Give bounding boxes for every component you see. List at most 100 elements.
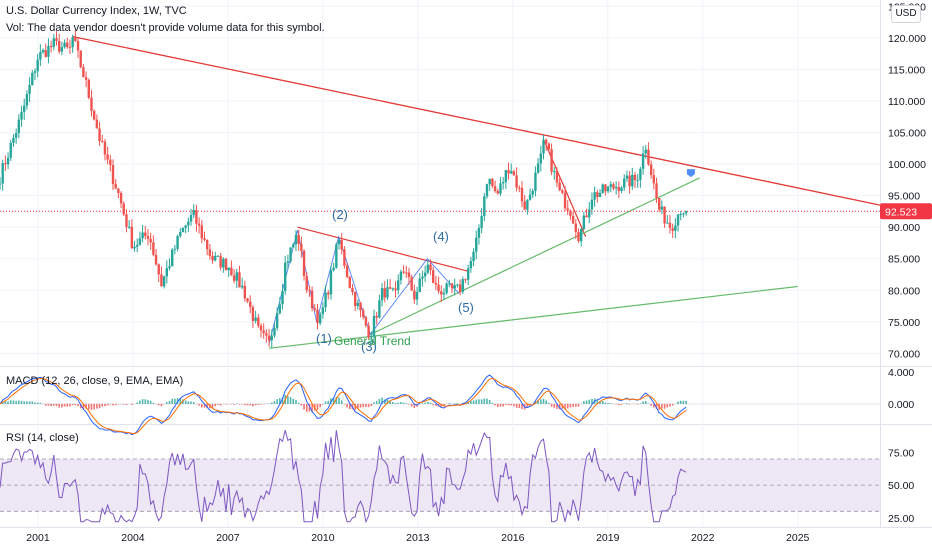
- candle-body: [526, 199, 529, 210]
- candle-body: [238, 272, 241, 288]
- candle-body: [173, 248, 177, 250]
- macd-histogram-bar: [671, 403, 674, 406]
- macd-legend[interactable]: MACD (12, 26, close, 9, EMA, EMA): [6, 375, 184, 387]
- macd-histogram-bar: [44, 403, 47, 406]
- macd-histogram-bar: [553, 403, 556, 408]
- macd-line: [0, 374, 687, 436]
- candle-body: [649, 164, 653, 176]
- candle-body: [332, 267, 335, 271]
- macd-histogram-bar: [114, 403, 117, 406]
- candle-body: [345, 265, 349, 278]
- macd-histogram-bar: [340, 400, 343, 404]
- candle-body: [270, 335, 273, 341]
- candle-body: [504, 170, 508, 183]
- macd-histogram-bar: [394, 403, 397, 404]
- candle-body: [87, 79, 90, 98]
- macd-histogram-bar: [295, 399, 297, 404]
- macd-histogram-bar: [311, 403, 313, 412]
- macd-histogram-bar: [620, 403, 623, 405]
- candle-body: [39, 52, 42, 60]
- macd-histogram-bar: [87, 403, 90, 410]
- macd-histogram-bar: [254, 403, 257, 406]
- candle-body: [259, 325, 263, 331]
- rsi-legend[interactable]: RSI (14, close): [6, 432, 79, 444]
- macd-histogram-bar: [98, 403, 101, 409]
- macd-histogram-bar: [679, 400, 682, 404]
- candle-body: [321, 307, 325, 315]
- macd-histogram-bar: [192, 401, 195, 404]
- macd-histogram-bar: [147, 399, 149, 404]
- candle-body: [461, 279, 464, 292]
- candle-body: [674, 225, 677, 231]
- macd-histogram-bar: [47, 403, 50, 406]
- price-tick-label: 95.000: [888, 191, 920, 203]
- macd-tick-label: 0.000: [888, 399, 914, 411]
- macd-histogram-bar: [71, 403, 74, 406]
- candle-body: [214, 255, 217, 261]
- macd-histogram-bar: [405, 403, 408, 404]
- macd-histogram-bar: [270, 402, 273, 404]
- price-tick-label: 115.000: [888, 64, 925, 76]
- currency-badge[interactable]: USD: [891, 5, 921, 23]
- macd-histogram-bar: [252, 403, 254, 407]
- candle-body: [547, 143, 551, 150]
- grid-lines: [0, 0, 880, 527]
- macd-histogram-bar: [93, 403, 95, 410]
- candle-body: [480, 216, 483, 229]
- candle-body: [372, 315, 376, 337]
- candle-body: [362, 310, 365, 317]
- candle-body: [450, 283, 454, 289]
- candle-body: [275, 313, 279, 328]
- candle-body: [294, 234, 298, 245]
- macd-histogram-bar: [601, 401, 604, 404]
- candle-body: [545, 139, 548, 144]
- macd-histogram-bar: [18, 400, 20, 404]
- candle-body: [292, 244, 295, 248]
- candle-body: [136, 244, 139, 247]
- candle-body: [558, 182, 561, 191]
- macd-histogram-bar: [246, 403, 249, 406]
- candle-body: [71, 37, 74, 48]
- wave-label-2[interactable]: (2): [332, 207, 348, 222]
- macd-histogram-bar: [308, 403, 311, 412]
- wave-label-3[interactable]: (3): [361, 339, 377, 354]
- macd-histogram-bar: [526, 403, 529, 408]
- candle-body: [655, 183, 658, 198]
- time-tick-label: 2007: [216, 532, 240, 544]
- macd-histogram-bar: [386, 399, 389, 404]
- candle-body: [4, 163, 7, 165]
- wave-label-4[interactable]: (4): [433, 229, 449, 244]
- candle-body: [464, 279, 467, 281]
- time-tick-label: 2013: [406, 532, 430, 544]
- macd-histogram-bar: [166, 402, 168, 404]
- candle-body: [66, 42, 69, 47]
- macd-histogram-bar: [585, 400, 588, 404]
- macd-histogram-bar: [63, 403, 66, 407]
- candle-body: [617, 187, 621, 191]
- wave-label-5[interactable]: (5): [458, 300, 474, 315]
- candle-body: [601, 184, 604, 194]
- macd-histogram-bar: [217, 403, 219, 405]
- macd-histogram-bar: [200, 403, 203, 408]
- wave-label-1[interactable]: (1): [316, 331, 332, 346]
- drawings[interactable]: [72, 35, 881, 349]
- macd-histogram-bar: [443, 403, 445, 406]
- candle-body: [31, 72, 34, 86]
- candle-body: [0, 183, 2, 185]
- general-trend-label[interactable]: General Trend: [334, 334, 411, 348]
- macd-histogram-bar: [260, 403, 262, 405]
- macd-histogram-bar: [23, 401, 26, 404]
- macd-histogram-bar: [370, 403, 373, 407]
- candle-body: [407, 272, 411, 278]
- candle-body: [380, 288, 384, 301]
- macd-histogram-bar: [55, 403, 58, 407]
- candle-body: [496, 190, 499, 194]
- chart-title[interactable]: U.S. Dollar Currency Index, 1W, TVC: [6, 5, 187, 17]
- candle-body: [28, 85, 31, 94]
- macd-histogram-bar: [225, 403, 227, 405]
- macd-histogram-bar: [496, 403, 499, 408]
- candle-body: [1, 163, 4, 184]
- candle-body: [348, 277, 351, 289]
- macd-histogram-bar: [564, 403, 566, 410]
